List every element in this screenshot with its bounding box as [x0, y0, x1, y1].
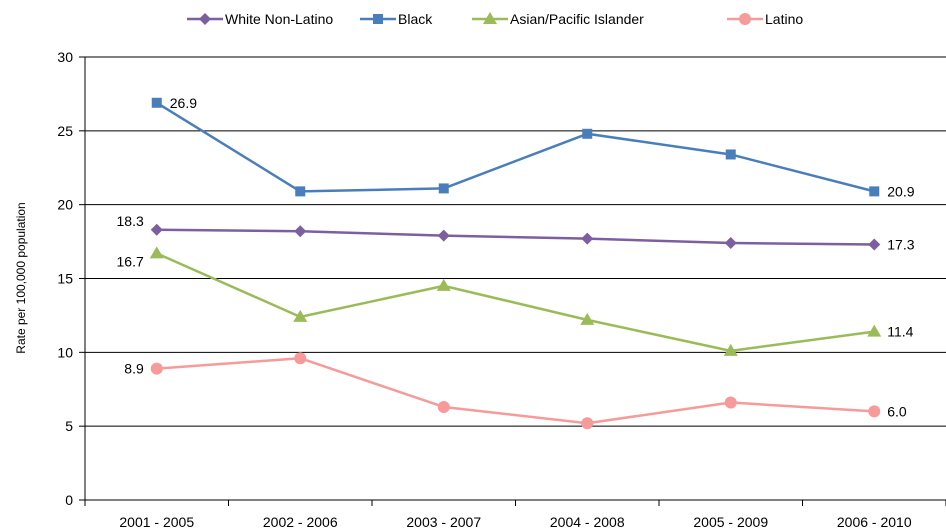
data-point [150, 223, 163, 236]
y-tick-label: 30 [57, 49, 73, 65]
data-label: 17.3 [887, 237, 914, 253]
data-point [437, 400, 450, 413]
legend-marker [373, 14, 383, 24]
y-tick-label: 5 [65, 418, 73, 434]
legend-item: Black [360, 11, 433, 27]
legend-label: Black [398, 11, 433, 27]
data-point [581, 232, 594, 245]
x-tick-label: 2003 - 2007 [406, 514, 481, 530]
series-line [156, 228, 875, 246]
data-point [294, 225, 307, 238]
data-label: 11.4 [887, 324, 913, 340]
legend-item: Asian/Pacific Islander [472, 11, 644, 27]
data-point [725, 149, 736, 160]
data-point [295, 186, 306, 197]
data-label: 16.7 [117, 253, 144, 269]
legend-label: White Non-Latino [225, 11, 333, 27]
legend-marker [199, 13, 211, 25]
y-tick-label: 0 [65, 492, 73, 508]
data-point [293, 309, 308, 322]
data-point [149, 246, 164, 259]
data-point [868, 405, 881, 418]
gridlines [85, 56, 946, 427]
series-group: 18.3 17.3 26.9 20.9 16.7 11.4 8.9 6.0 [117, 95, 915, 430]
data-point [869, 186, 880, 197]
legend-item: White Non-Latino [187, 11, 333, 27]
data-label: 6.0 [887, 403, 907, 419]
y-tick-label: 15 [57, 271, 73, 287]
x-tick-label: 2004 - 2008 [550, 514, 625, 530]
data-point [436, 278, 451, 291]
legend-marker [739, 13, 751, 25]
x-tick-label: 2002 - 2006 [263, 514, 338, 530]
data-label: 20.9 [887, 183, 914, 199]
legend-marker [483, 12, 497, 24]
series-2: 16.7 11.4 [117, 246, 914, 356]
series-line [156, 252, 875, 353]
legend-label: Latino [765, 11, 803, 27]
data-label: 8.9 [124, 361, 144, 377]
x-tick-label: 2005 - 2009 [693, 514, 768, 530]
series-1: 26.9 20.9 [151, 95, 915, 199]
series-3: 8.9 6.0 [124, 352, 907, 430]
x-tick-label: 2006 - 2010 [837, 514, 912, 530]
y-tick-label: 10 [57, 344, 73, 360]
y-tick-label: 25 [57, 123, 73, 139]
data-point [580, 312, 595, 325]
data-label: 26.9 [170, 95, 197, 111]
legend: White Non-Latino Black Asian/Pacific Islan… [187, 11, 803, 27]
series-line [156, 101, 875, 193]
series-line [156, 356, 875, 425]
x-tick-label: 2001 - 2005 [119, 514, 194, 530]
data-point [294, 352, 307, 365]
data-point [867, 324, 882, 337]
data-label: 18.3 [117, 213, 144, 229]
data-point [868, 238, 881, 251]
data-point [581, 417, 594, 430]
data-point [151, 97, 162, 108]
data-point [724, 237, 737, 250]
legend-item: Latino [727, 11, 803, 27]
data-point [438, 183, 449, 194]
y-axis-title: Rate per 100,000 population [14, 202, 28, 353]
y-tick-label: 20 [57, 197, 73, 213]
data-point [724, 396, 737, 409]
legend-label: Asian/Pacific Islander [510, 11, 644, 27]
data-point [150, 362, 163, 375]
data-point [723, 343, 738, 356]
data-point [582, 128, 593, 139]
axes: 0 5 10 15 20 25 30 2001 - 2005 2002 - 2006 2003 -… [57, 49, 946, 530]
data-point [437, 229, 450, 242]
series-0: 18.3 17.3 [117, 213, 915, 253]
